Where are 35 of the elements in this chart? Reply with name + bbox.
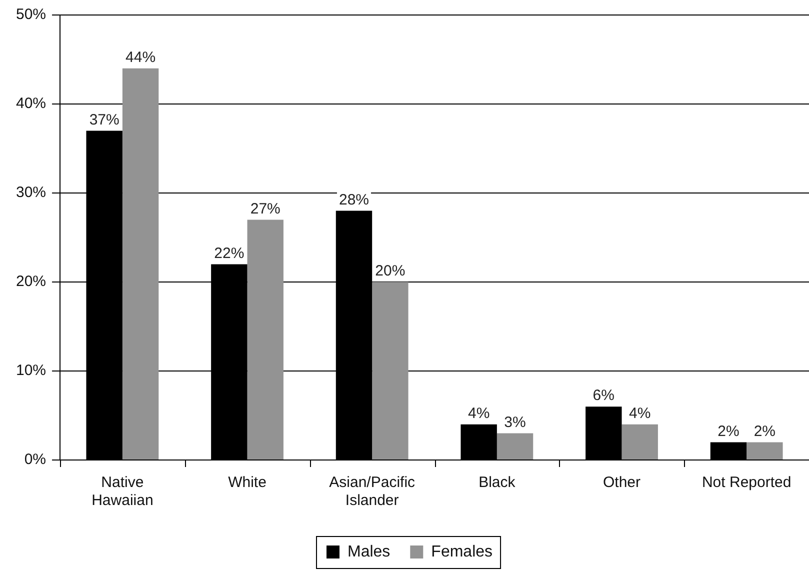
x-tick-label: Not Reported [702, 474, 792, 492]
bar [622, 424, 658, 460]
bar [746, 442, 783, 460]
y-tick-label: 50% [16, 6, 46, 24]
data-label: 27% [250, 200, 280, 218]
y-tick-label: 20% [16, 273, 46, 290]
data-label: 37% [89, 111, 120, 128]
x-tick-label: Other [603, 474, 641, 492]
data-label: 28% [338, 191, 370, 208]
x-tick-label: Native Hawaiian [92, 474, 154, 510]
y-tick-label: 0% [24, 451, 46, 468]
bar [122, 68, 159, 460]
data-label: 2% [718, 422, 740, 440]
data-label: 20% [375, 262, 406, 280]
data-label: 22% [214, 244, 244, 262]
data-label: 2% [754, 422, 776, 440]
y-tick-label: 40% [16, 95, 46, 112]
data-label: 4% [468, 405, 490, 422]
data-label: 6% [592, 387, 614, 404]
y-tick-label: 10% [16, 362, 46, 380]
bar [496, 433, 534, 460]
x-tick-label: White [228, 474, 266, 492]
y-tick-label: 30% [16, 184, 46, 202]
data-label: 3% [504, 414, 526, 431]
legend-label: Females [431, 543, 493, 560]
bar [710, 442, 747, 460]
bar [372, 282, 408, 460]
data-label: 4% [629, 405, 651, 422]
data-label: 44% [126, 49, 156, 66]
x-tick-label: Black [478, 474, 516, 492]
bar [460, 424, 497, 460]
x-tick-label: Asian/Pacific Islander [329, 474, 416, 510]
bar [247, 220, 284, 460]
legend-label: Males [347, 543, 390, 560]
bar [586, 406, 622, 460]
